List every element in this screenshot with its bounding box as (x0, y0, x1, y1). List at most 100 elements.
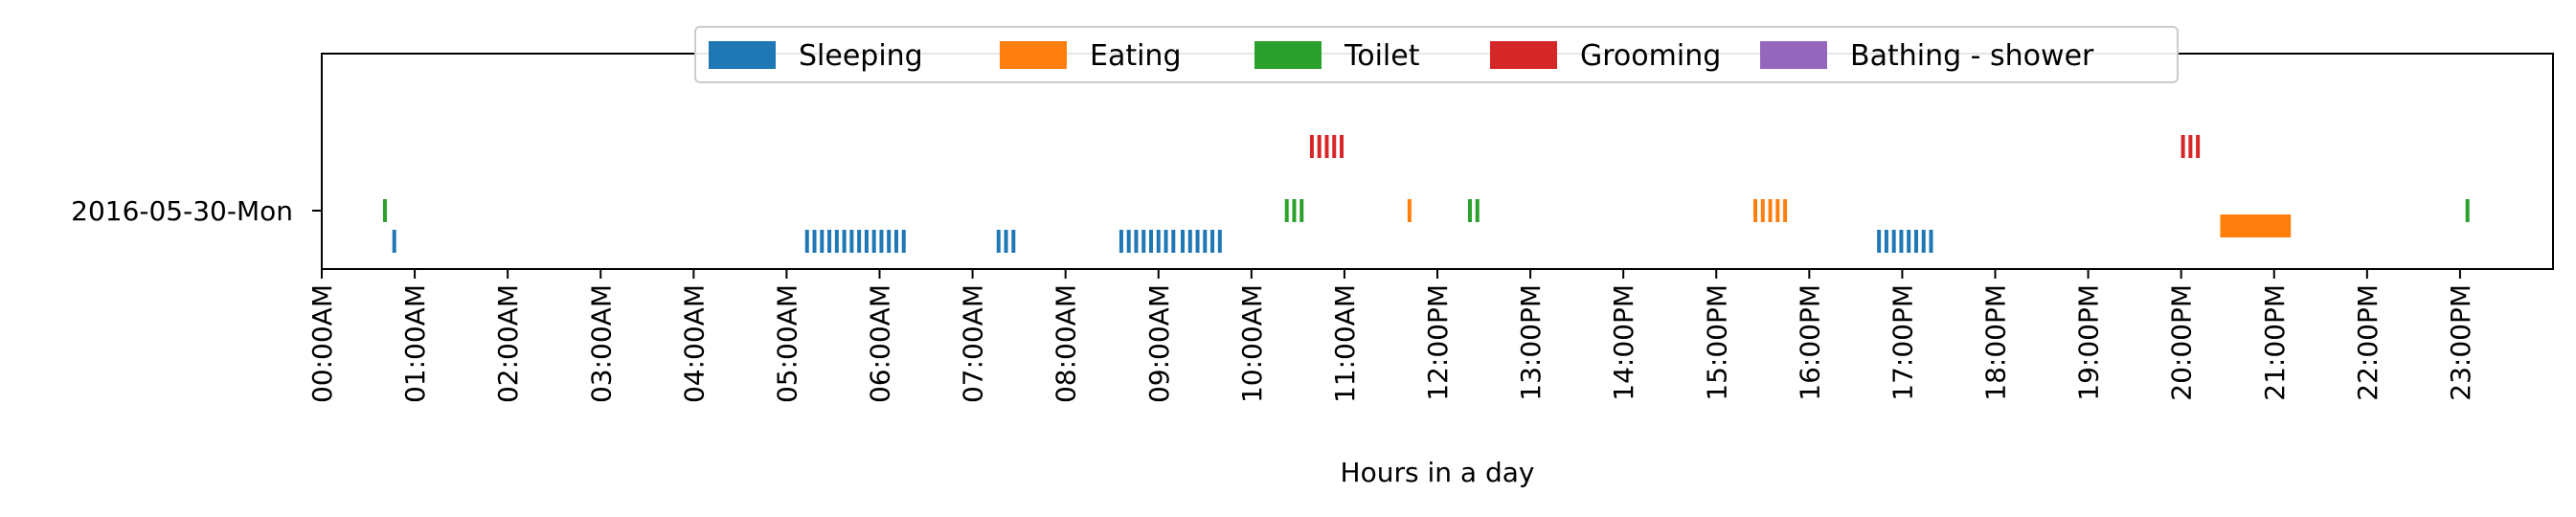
event-tick (1292, 199, 1297, 222)
event-tick (2196, 135, 2201, 158)
event-tick (1134, 230, 1139, 253)
legend-label: Toilet (1344, 39, 1420, 73)
x-tick-label: 00:00AM (306, 284, 338, 403)
event-tick (1119, 230, 1123, 253)
event-tick (1332, 135, 1337, 158)
x-tick-label: 05:00AM (771, 284, 802, 403)
event-tick (812, 230, 817, 253)
event-tick (893, 230, 898, 253)
event-tick (849, 230, 854, 253)
event-tick (1891, 230, 1896, 253)
x-tick-label: 23:00PM (2445, 284, 2476, 401)
x-tick-label: 11:00AM (1329, 284, 1361, 403)
event-tick (804, 230, 809, 253)
event-tick (1913, 230, 1918, 253)
legend: Sleeping Eating Toilet Grooming Bathing - sh… (694, 26, 2179, 83)
event-tick (1884, 230, 1888, 253)
legend-label: Sleeping (799, 39, 923, 73)
x-tick-label: 17:00PM (1887, 284, 1918, 401)
event-tick (383, 199, 388, 222)
event-tick (1195, 230, 1200, 253)
event-tick (2188, 135, 2193, 158)
legend-swatch (709, 41, 776, 69)
event-tick (1156, 230, 1161, 253)
event-tick (879, 230, 884, 253)
event-tick (1187, 230, 1192, 253)
legend-label: Grooming (1580, 39, 1721, 73)
event-tick (1126, 230, 1131, 253)
event-tick (1921, 230, 1926, 253)
event-tick (871, 230, 876, 253)
legend-label: Bathing - shower (1850, 39, 2094, 73)
event-tick (1407, 199, 1412, 222)
x-tick-label: 04:00AM (678, 284, 710, 403)
event-interval (2220, 214, 2292, 237)
event-tick (1203, 230, 1208, 253)
x-tick-label: 13:00PM (1515, 284, 1547, 401)
event-tick (1783, 199, 1788, 222)
legend-swatch (1760, 41, 1827, 69)
event-tick (1011, 230, 1016, 253)
x-tick-label: 10:00AM (1236, 284, 1268, 403)
event-tick (1210, 230, 1215, 253)
event-tick (996, 230, 1001, 253)
event-tick (864, 230, 869, 253)
event-tick (1141, 230, 1146, 253)
event-tick (1907, 230, 1911, 253)
x-tick-label: 09:00AM (1143, 284, 1175, 403)
event-tick (1284, 199, 1289, 222)
event-tick (1929, 230, 1933, 253)
event-tick (1317, 135, 1322, 158)
event-tick (834, 230, 839, 253)
x-tick-label: 12:00PM (1422, 284, 1454, 401)
event-tick (1775, 199, 1780, 222)
event-tick (1217, 230, 1222, 253)
event-tick (1899, 230, 1904, 253)
legend-swatch (1254, 41, 1322, 69)
x-axis-ticks: 00:00AM 01:00AM 02:00AM 03:00AM 04:00AM 05:00… (306, 269, 2476, 403)
event-tick (842, 230, 847, 253)
y-axis: 2016-05-30-Mon (71, 195, 322, 227)
event-tick (1760, 199, 1765, 222)
event-tick (1877, 230, 1882, 253)
event-tick (2465, 199, 2470, 222)
event-tick (1180, 230, 1185, 253)
event-tick (1467, 199, 1472, 222)
x-tick-label: 02:00AM (492, 284, 524, 403)
x-tick-label: 15:00PM (1701, 284, 1732, 401)
event-tick (901, 230, 906, 253)
x-tick-label: 07:00AM (958, 284, 989, 403)
legend-label: Eating (1090, 39, 1182, 73)
event-tick (857, 230, 862, 253)
event-tick (392, 230, 396, 253)
event-tick (1148, 230, 1153, 253)
event-tick (1309, 135, 1314, 158)
x-tick-label: 16:00PM (1794, 284, 1825, 401)
x-tick-label: 21:00PM (2259, 284, 2291, 401)
x-tick-label: 06:00AM (865, 284, 896, 403)
event-tick (1164, 230, 1168, 253)
event-tick (1475, 199, 1480, 222)
x-tick-label: 22:00PM (2352, 284, 2384, 401)
event-tick (1768, 199, 1773, 222)
x-tick-label: 03:00AM (585, 284, 617, 403)
event-tick (1340, 135, 1344, 158)
x-tick-label: 18:00PM (1980, 284, 2012, 401)
event-tick (820, 230, 825, 253)
event-tick (1753, 199, 1758, 222)
y-tick-label: 2016-05-30-Mon (71, 195, 293, 227)
event-tick (1299, 199, 1304, 222)
event-tick (887, 230, 892, 253)
x-tick-label: 08:00AM (1051, 284, 1082, 403)
x-axis-label: Hours in a day (1341, 457, 1535, 488)
legend-swatch (1490, 41, 1557, 69)
x-tick-label: 14:00PM (1608, 284, 1639, 401)
event-tick (1004, 230, 1008, 253)
event-tick (2181, 135, 2185, 158)
event-tick (827, 230, 832, 253)
x-tick-label: 01:00AM (399, 284, 431, 403)
activity-marks (383, 135, 2470, 253)
x-tick-label: 19:00PM (2073, 284, 2105, 401)
